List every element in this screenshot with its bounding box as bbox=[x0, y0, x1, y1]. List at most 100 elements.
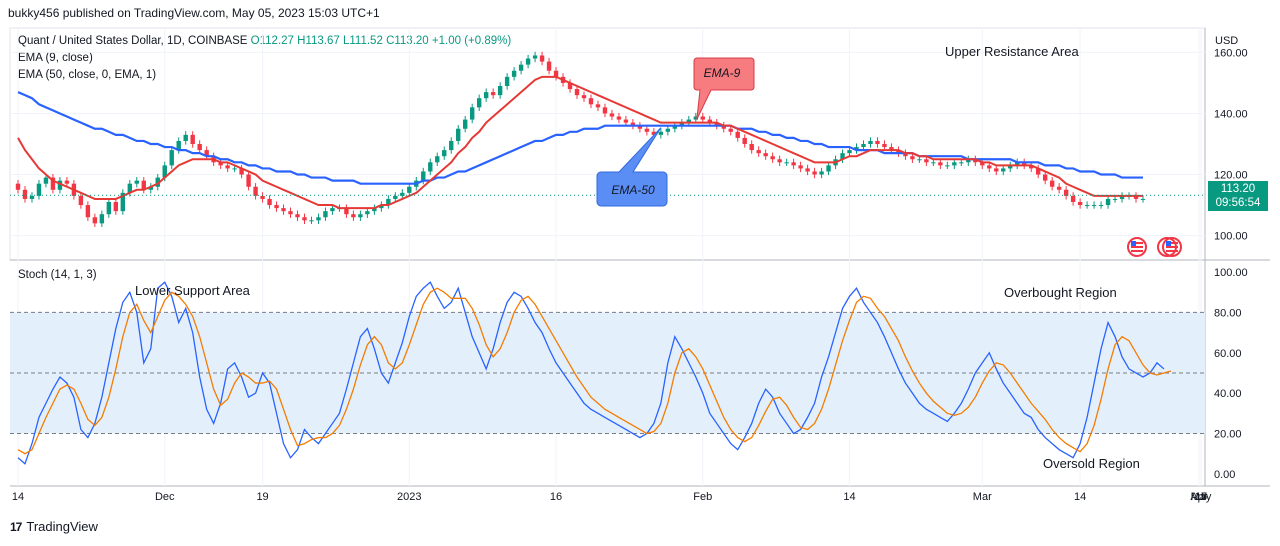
candle-body bbox=[253, 186, 258, 196]
candle-body bbox=[1063, 189, 1069, 196]
candle-body bbox=[889, 147, 894, 151]
close-value: C113.20 bbox=[386, 35, 429, 47]
brand-footer[interactable]: 17 TradingView bbox=[10, 519, 98, 534]
ema50-legend[interactable]: EMA (50, close, 0, EMA, 1) bbox=[18, 69, 157, 81]
price-pane-frame bbox=[9, 27, 1206, 261]
candle-body bbox=[400, 192, 405, 196]
candle-body bbox=[316, 217, 321, 221]
candle-body bbox=[1140, 198, 1146, 200]
candle-body bbox=[805, 168, 810, 172]
time-tick-label: Apr bbox=[1190, 491, 1207, 503]
time-tick-label: 15 bbox=[1195, 491, 1207, 503]
candle-body bbox=[728, 128, 733, 132]
flag-stripe bbox=[1166, 242, 1178, 244]
candle-body bbox=[29, 195, 35, 199]
candle-body bbox=[707, 119, 712, 123]
candle-body bbox=[938, 162, 943, 166]
candle-body bbox=[358, 214, 363, 218]
candle-body bbox=[539, 55, 545, 62]
currency-label: USD bbox=[1215, 35, 1238, 47]
candle-body bbox=[99, 214, 105, 224]
candle-body bbox=[581, 95, 587, 99]
time-tick-label: Feb bbox=[693, 491, 712, 503]
last-price-tag: 113.20 09:56:54 bbox=[1208, 181, 1268, 211]
candle-body bbox=[679, 122, 685, 126]
tradingview-logo-icon: 17 bbox=[10, 519, 22, 534]
candle-body bbox=[609, 113, 615, 117]
candle-body bbox=[840, 153, 845, 160]
candle-body bbox=[469, 107, 475, 120]
candle-body bbox=[274, 205, 279, 209]
flag-canton bbox=[1166, 241, 1171, 246]
candle-body bbox=[763, 153, 768, 157]
candle-body bbox=[155, 177, 160, 187]
candle-body bbox=[630, 122, 636, 126]
candle-body bbox=[973, 159, 978, 163]
brand-name: TradingView bbox=[26, 519, 98, 534]
candle-body bbox=[36, 183, 42, 196]
candle-body bbox=[232, 168, 237, 170]
candle-body bbox=[1049, 180, 1055, 187]
candle-body bbox=[1035, 168, 1041, 175]
candle-body bbox=[85, 205, 91, 218]
candle-body bbox=[1022, 162, 1027, 166]
candle-body bbox=[651, 131, 657, 135]
candle-body bbox=[910, 156, 915, 160]
candle-body bbox=[546, 61, 552, 71]
publisher-line: bukky456 published on TradingView.com, M… bbox=[8, 6, 380, 20]
candle-body bbox=[288, 211, 293, 215]
candle-body bbox=[784, 162, 789, 164]
price-tick-label: 120.00 bbox=[1214, 170, 1248, 182]
candle-body bbox=[92, 217, 98, 224]
stoch-legend[interactable]: Stoch (14, 1, 3) bbox=[18, 269, 97, 281]
overbought-label: Overbought Region bbox=[1004, 285, 1117, 300]
candle-body bbox=[204, 150, 209, 157]
candle-body bbox=[225, 165, 230, 169]
candle-body bbox=[623, 119, 629, 123]
candle-body bbox=[588, 98, 594, 105]
flag-stripe bbox=[1131, 250, 1143, 252]
candle-body bbox=[742, 137, 747, 144]
price-tick-label: 160.00 bbox=[1214, 47, 1248, 59]
candle-body bbox=[966, 159, 971, 163]
stoch-tick-label: 40.00 bbox=[1214, 388, 1242, 400]
candle-body bbox=[1028, 165, 1034, 169]
candle-body bbox=[50, 177, 56, 190]
candle-body bbox=[553, 70, 559, 77]
candle-body bbox=[15, 183, 21, 190]
stoch-tick-label: 80.00 bbox=[1214, 307, 1242, 319]
candle-body bbox=[658, 131, 664, 135]
candle-body bbox=[162, 165, 167, 178]
candle-body bbox=[882, 144, 887, 148]
candle-body bbox=[1001, 168, 1006, 172]
candle-body bbox=[924, 159, 929, 163]
candle-body bbox=[1056, 186, 1062, 190]
candle-body bbox=[1015, 162, 1020, 166]
candle-body bbox=[532, 55, 538, 59]
candle-body bbox=[330, 208, 335, 212]
candle-body bbox=[176, 140, 181, 151]
candle-body bbox=[798, 165, 803, 169]
candle-body bbox=[714, 122, 719, 126]
candle-body bbox=[511, 70, 517, 77]
candle-body bbox=[980, 162, 985, 166]
candle-body bbox=[987, 165, 992, 169]
candle-body bbox=[169, 150, 174, 166]
candle-body bbox=[1119, 195, 1125, 199]
candle-body bbox=[693, 116, 698, 120]
candle-body bbox=[756, 150, 761, 154]
candle-body bbox=[1084, 205, 1090, 207]
candle-body bbox=[435, 156, 440, 163]
ema50-callout bbox=[596, 127, 668, 207]
stoch-tick-label: 0.00 bbox=[1214, 469, 1235, 481]
price-tick-label: 140.00 bbox=[1214, 108, 1248, 120]
stoch-d-line bbox=[17, 287, 1172, 455]
candle-body bbox=[64, 180, 70, 184]
candle-body bbox=[525, 58, 531, 65]
candle-body bbox=[372, 208, 377, 212]
candle-body bbox=[665, 128, 671, 132]
ema9-legend[interactable]: EMA (9, close) bbox=[18, 52, 93, 64]
candle-body bbox=[1105, 198, 1111, 206]
time-tick-label: 19 bbox=[256, 491, 268, 503]
